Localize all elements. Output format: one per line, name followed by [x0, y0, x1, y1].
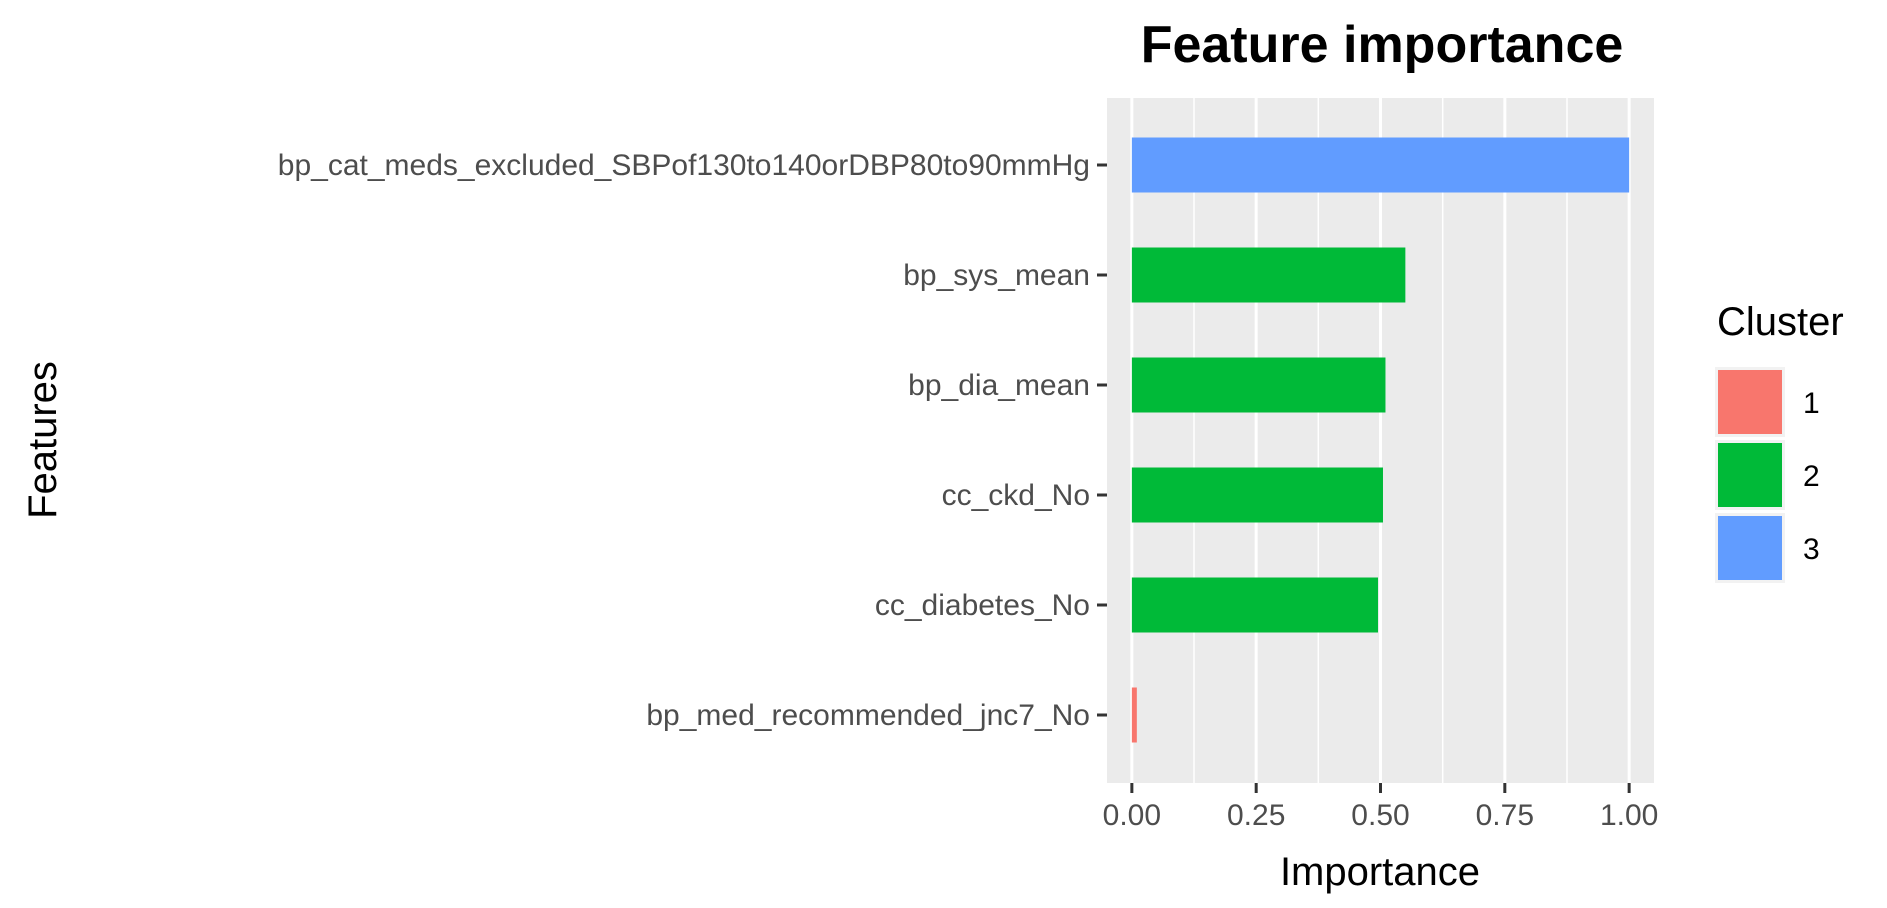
legend-label: 3 [1803, 533, 1820, 566]
legend-swatch [1718, 370, 1782, 434]
y-tick-label: bp_sys_mean [903, 259, 1090, 292]
bar [1131, 247, 1406, 303]
y-axis-title: Features [21, 361, 65, 519]
legend-swatch [1718, 516, 1782, 580]
bar [1131, 687, 1137, 743]
chart-title: Feature importance [1141, 16, 1624, 74]
legend-title: Cluster [1717, 300, 1844, 344]
legend-label: 1 [1803, 387, 1820, 420]
x-axis: 0.00 0.25 0.50 0.75 1.00 [1103, 783, 1658, 832]
x-tick-label: 1.00 [1600, 799, 1658, 832]
legend-label: 2 [1803, 460, 1820, 493]
y-axis: bp_cat_meds_excluded_SBPof130to140orDBP8… [278, 149, 1107, 732]
bar [1131, 577, 1379, 633]
x-tick-label: 0.25 [1227, 799, 1285, 832]
y-tick-label: bp_dia_mean [908, 369, 1090, 402]
bar [1131, 137, 1630, 193]
x-tick-label: 0.00 [1103, 799, 1161, 832]
y-tick-label: bp_med_recommended_jnc7_No [646, 699, 1090, 732]
bars-group [1131, 137, 1630, 743]
bar [1131, 357, 1386, 413]
x-tick-label: 0.50 [1351, 799, 1409, 832]
bar [1131, 467, 1383, 523]
y-tick-label: bp_cat_meds_excluded_SBPof130to140orDBP8… [278, 149, 1090, 182]
y-tick-label: cc_diabetes_No [875, 589, 1090, 622]
x-tick-label: 0.75 [1476, 799, 1534, 832]
legend-swatch [1718, 443, 1782, 507]
legend: Cluster 1 2 3 [1715, 300, 1844, 583]
y-tick-label: cc_ckd_No [942, 479, 1090, 512]
grid-lines [1130, 98, 1631, 783]
x-axis-title: Importance [1280, 850, 1480, 894]
